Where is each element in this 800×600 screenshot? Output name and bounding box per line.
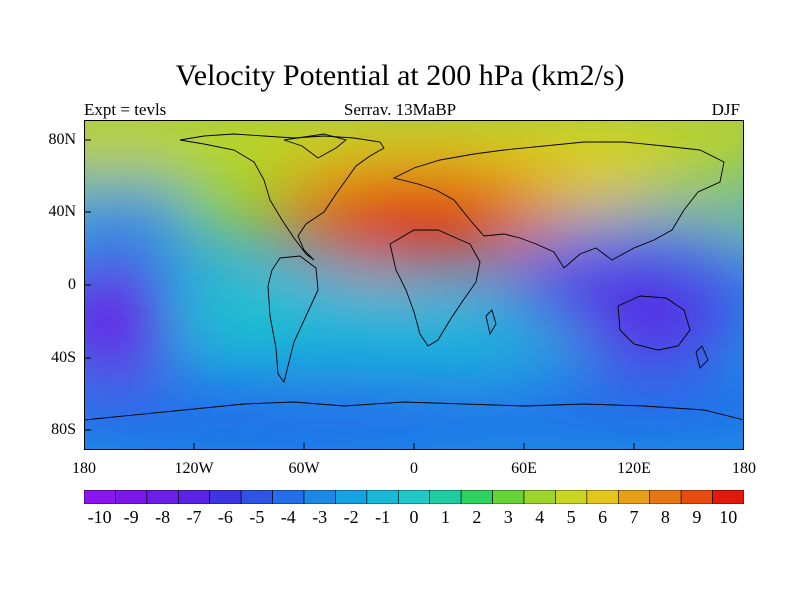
field-blobs: [84, 120, 744, 450]
period-label: Serrav. 13MaBP: [343, 100, 457, 119]
colorbar-box: [712, 490, 744, 504]
x-tick-label: 180: [72, 460, 96, 477]
colorbar-box: [429, 490, 462, 504]
colorbar-label: 3: [503, 507, 513, 527]
colorbar-label: 10: [719, 507, 738, 527]
experiment-label: Expt = tevls: [84, 100, 167, 119]
colorbar-box: [397, 490, 431, 504]
colorbar-label: -8: [155, 507, 171, 527]
colorbar-label: -2: [343, 507, 359, 527]
colorbar-box: [146, 490, 179, 504]
colorbar-box: [303, 490, 336, 504]
colorbar-box: [115, 490, 148, 504]
x-tick-label: 180: [732, 460, 756, 477]
colorbar-label: 5: [566, 507, 576, 527]
colorbar-box: [335, 490, 368, 504]
colorbar-label: -7: [186, 507, 202, 527]
coastlines: [84, 133, 744, 450]
x-tick-label: 60W: [288, 460, 320, 477]
colorbar-label: 8: [660, 507, 670, 527]
colorbar-label: 0: [409, 507, 419, 527]
colorbar-box: [492, 490, 525, 504]
colorbar-box: [555, 490, 588, 504]
colorbar-label: -1: [375, 507, 391, 527]
x-tick-label: 0: [410, 460, 418, 477]
colorbar-label: -3: [312, 507, 328, 527]
colorbar-box: [680, 490, 713, 504]
x-tick-label: 120E: [617, 460, 651, 477]
chart-title: Velocity Potential at 200 hPa (km2/s): [175, 59, 625, 92]
colorbar-label: 2: [472, 507, 482, 527]
colorbar-label: -4: [280, 507, 296, 527]
colorbar-box: [272, 490, 305, 504]
colorbar-label: 4: [535, 507, 545, 527]
colorbar-box: [523, 490, 556, 504]
y-tick-label: 40S: [51, 349, 76, 366]
axis-ticks: [84, 139, 635, 450]
colorbar-box: [366, 490, 399, 504]
colorbar-label: 9: [692, 507, 702, 527]
colorbar-box: [209, 490, 242, 504]
x-tick-label: 120W: [174, 460, 214, 477]
colorbar-box: [177, 490, 211, 504]
season-label: DJF: [711, 100, 740, 119]
colorbar-label: 1: [440, 507, 450, 527]
colorbar-label: -5: [249, 507, 265, 527]
velocity-potential-map: [84, 120, 744, 450]
colorbar-box: [240, 490, 273, 504]
colorbar: [84, 490, 744, 504]
colorbar-box: [617, 490, 651, 504]
colorbar-box: [586, 490, 619, 504]
y-tick-label: 80S: [51, 421, 76, 438]
y-tick-label: 40N: [48, 203, 76, 220]
y-tick-label: 80N: [48, 131, 76, 148]
colorbar-label: 7: [629, 507, 639, 527]
colorbar-label: -6: [217, 507, 233, 527]
y-tick-label: 0: [68, 276, 76, 293]
colorbar-box: [84, 490, 116, 504]
colorbar-label: -9: [123, 507, 139, 527]
colorbar-label: 6: [598, 507, 608, 527]
x-tick-label: 60E: [511, 460, 537, 477]
colorbar-box: [460, 490, 493, 504]
colorbar-box: [649, 490, 682, 504]
colorbar-label: -10: [87, 507, 112, 527]
